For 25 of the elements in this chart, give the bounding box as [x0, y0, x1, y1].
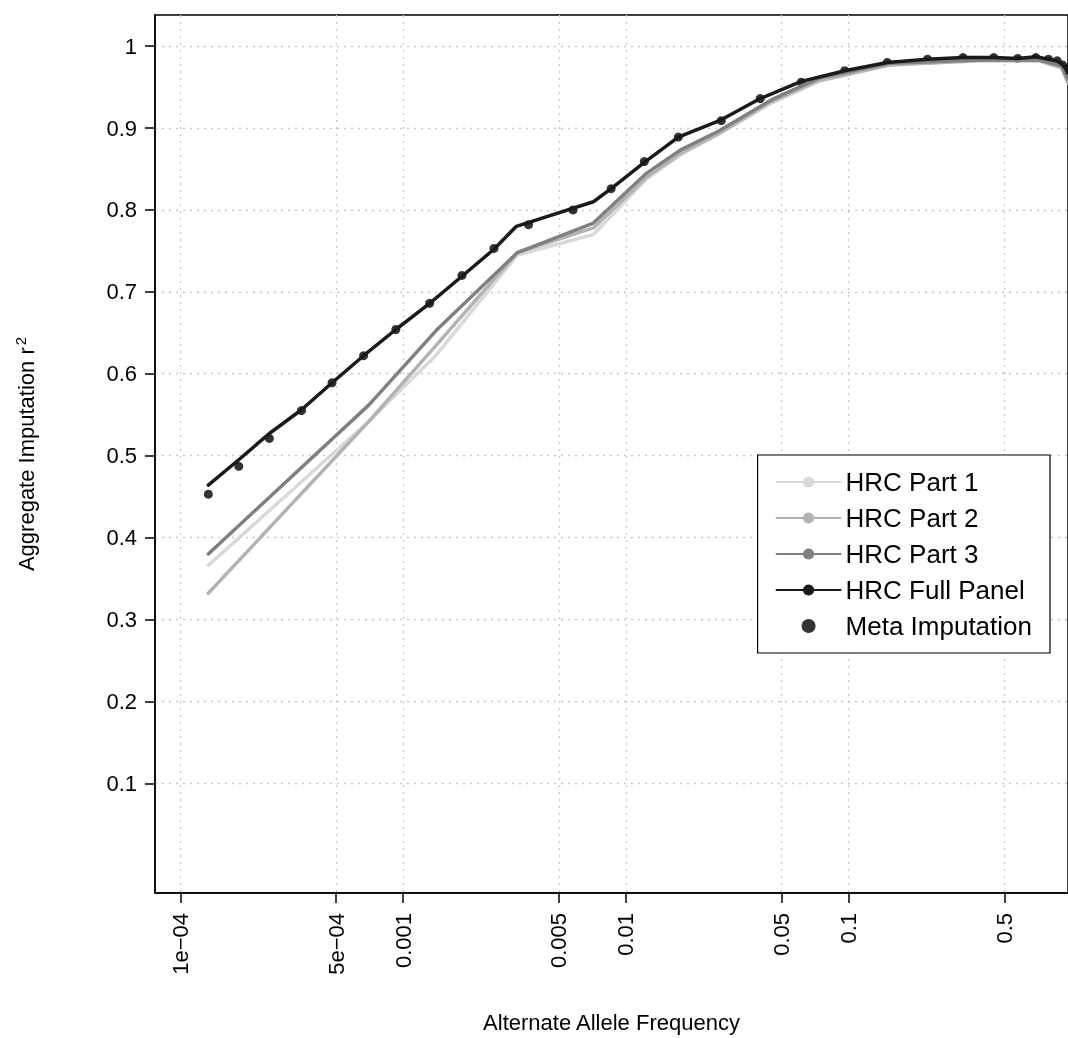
- x-axis-title: Alternate Allele Frequency: [483, 1009, 740, 1035]
- x-tick-label: 1e−04: [167, 913, 193, 975]
- y-tick-label: 0.5: [106, 443, 137, 469]
- y-tick-label: 0.6: [106, 361, 137, 387]
- y-tick-label: 0.1: [106, 770, 137, 796]
- y-tick-label: 0.7: [106, 279, 137, 305]
- x-tick-label: 0.1: [836, 913, 862, 944]
- y-tick-label: 0.3: [106, 606, 137, 632]
- x-tick-label: 0.01: [613, 913, 639, 956]
- x-tick-label: 5e−04: [323, 913, 349, 975]
- y-tick-label: 0.4: [106, 525, 137, 551]
- legend-label: HRC Full Panel: [845, 575, 1025, 605]
- y-tick-label: 1: [124, 33, 137, 59]
- legend-label: HRC Part 2: [845, 503, 979, 533]
- x-tick-label: 0.5: [991, 913, 1017, 944]
- x-tick-label: 0.05: [769, 913, 795, 956]
- x-tick-label: 0.005: [546, 913, 572, 969]
- legend-label: Meta Imputation: [845, 611, 1033, 641]
- x-tick-label: 0.001: [390, 913, 416, 969]
- y-tick-label: 0.2: [106, 688, 137, 714]
- y-tick-label: 0.9: [106, 115, 137, 141]
- y-tick-label: 0.8: [106, 197, 137, 223]
- legend-label: HRC Part 3: [845, 539, 979, 569]
- y-axis-title: Aggregate Imputation r2: [12, 336, 39, 572]
- legend-label: HRC Part 1: [845, 467, 979, 497]
